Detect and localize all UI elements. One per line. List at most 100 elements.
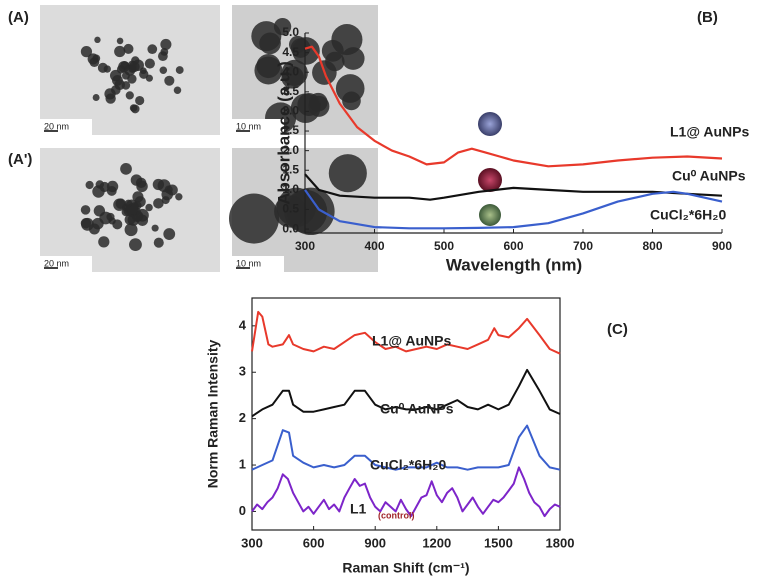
panel-label: (A) (8, 9, 29, 26)
nanoparticle (153, 237, 164, 248)
nanoparticle (175, 193, 183, 201)
nanoparticle (132, 191, 144, 203)
nanoparticle (106, 212, 115, 221)
panel-label: (B) (697, 9, 718, 26)
y-tick-label: 5.0 (282, 25, 299, 39)
y-tick-label: 0.5 (282, 202, 299, 216)
nanoparticle (127, 74, 137, 84)
series-label: L1@ AuNPs (670, 124, 749, 140)
x-tick-label: 600 (303, 535, 325, 550)
annotation: (control) (378, 510, 415, 520)
nanoparticle (130, 174, 143, 186)
nanoparticle (92, 54, 101, 63)
nanoparticle (109, 69, 122, 82)
nanoparticle (256, 53, 281, 79)
x-axis-label: Raman Shift (cm⁻¹) (342, 560, 469, 576)
x-tick-label: 800 (642, 239, 662, 253)
x-tick-label: 300 (241, 535, 263, 550)
nanoparticle (125, 91, 134, 100)
nanoparticle (116, 37, 124, 45)
nanoparticle (88, 223, 100, 235)
nanoparticle (120, 162, 132, 175)
y-tick-label: 3.0 (282, 104, 299, 118)
nanoparticle (335, 74, 365, 103)
x-tick-label: 500 (434, 239, 454, 253)
nanoparticle (132, 59, 144, 71)
y-tick-label: 1 (239, 456, 246, 471)
y-tick-label: 3.5 (282, 84, 299, 98)
nanoparticle (341, 47, 365, 70)
series-line (251, 368, 561, 418)
nanoparticle (124, 223, 138, 237)
series-label: Cu⁰ AuNPs (672, 168, 746, 184)
nanoparticle (80, 205, 91, 215)
y-tick-label: 2.5 (282, 123, 299, 137)
nanoparticle (287, 187, 335, 236)
vial-icon (478, 168, 502, 192)
series-line (304, 189, 723, 230)
nanoparticle (328, 154, 367, 193)
y-tick-label: 0.0 (282, 221, 299, 235)
series-label: CuCl₂*6H₂0 (650, 207, 726, 223)
nanoparticle (147, 44, 158, 55)
nanoparticle (159, 66, 168, 75)
nanoparticle (292, 37, 320, 65)
nanoparticle (112, 219, 123, 230)
scale-bar-label: 20 nm (44, 258, 69, 268)
nanoparticle (124, 199, 133, 208)
nanoparticle (129, 104, 138, 112)
x-tick-label: 900 (364, 535, 386, 550)
nanoparticle (80, 46, 93, 58)
panel-label: (A') (8, 151, 32, 168)
y-tick-label: 3 (239, 364, 246, 379)
nanoparticle (164, 75, 175, 86)
nanoparticle (136, 208, 149, 222)
nanoparticle (145, 74, 153, 82)
vial-icon (479, 204, 501, 226)
nanoparticle (281, 59, 308, 87)
y-tick-label: 4.5 (282, 45, 299, 59)
series-line (251, 466, 561, 518)
nanoparticle (106, 180, 119, 193)
x-axis-label: Wavelength (nm) (446, 255, 582, 274)
nanoparticle (173, 86, 182, 94)
nanoparticle (151, 224, 159, 232)
nanoparticle (161, 196, 170, 205)
nanoparticle (164, 185, 173, 194)
nanoparticle (160, 38, 172, 50)
y-tick-label: 4 (239, 317, 247, 332)
nanoparticle (94, 36, 101, 44)
y-tick-label: 2.0 (282, 143, 299, 157)
nanoparticle (115, 198, 127, 209)
nanoparticle (114, 45, 126, 58)
x-tick-label: 300 (295, 239, 315, 253)
nanoparticle (297, 93, 321, 117)
nanoparticle (145, 203, 153, 212)
x-tick-label: 400 (364, 239, 384, 253)
nanoparticle (251, 21, 282, 52)
y-axis-label: Norm Raman Intensity (205, 339, 221, 488)
nanoparticle (95, 180, 105, 189)
panel-label: (C) (607, 321, 628, 338)
nanoparticle (124, 64, 136, 76)
nanoparticle (98, 236, 110, 248)
nanoparticle (153, 198, 164, 209)
y-tick-label: 1.5 (282, 162, 299, 176)
series-line (304, 173, 723, 201)
nanoparticle (135, 95, 145, 106)
series-line (304, 45, 723, 168)
nanoparticle (124, 214, 136, 225)
y-tick-label: 4.0 (282, 64, 299, 78)
series-label: L1 (350, 501, 367, 517)
x-tick-label: 1500 (484, 535, 513, 550)
nanoparticle (80, 218, 92, 229)
scale-bar-label: 10 nm (236, 258, 261, 268)
nanoparticle (123, 43, 134, 54)
nanoparticle (163, 228, 176, 240)
y-tick-label: 2 (239, 410, 246, 425)
nanoparticle (114, 79, 126, 91)
series-label: Cu⁰ AuNPs (380, 401, 454, 417)
x-tick-label: 1800 (546, 535, 575, 550)
